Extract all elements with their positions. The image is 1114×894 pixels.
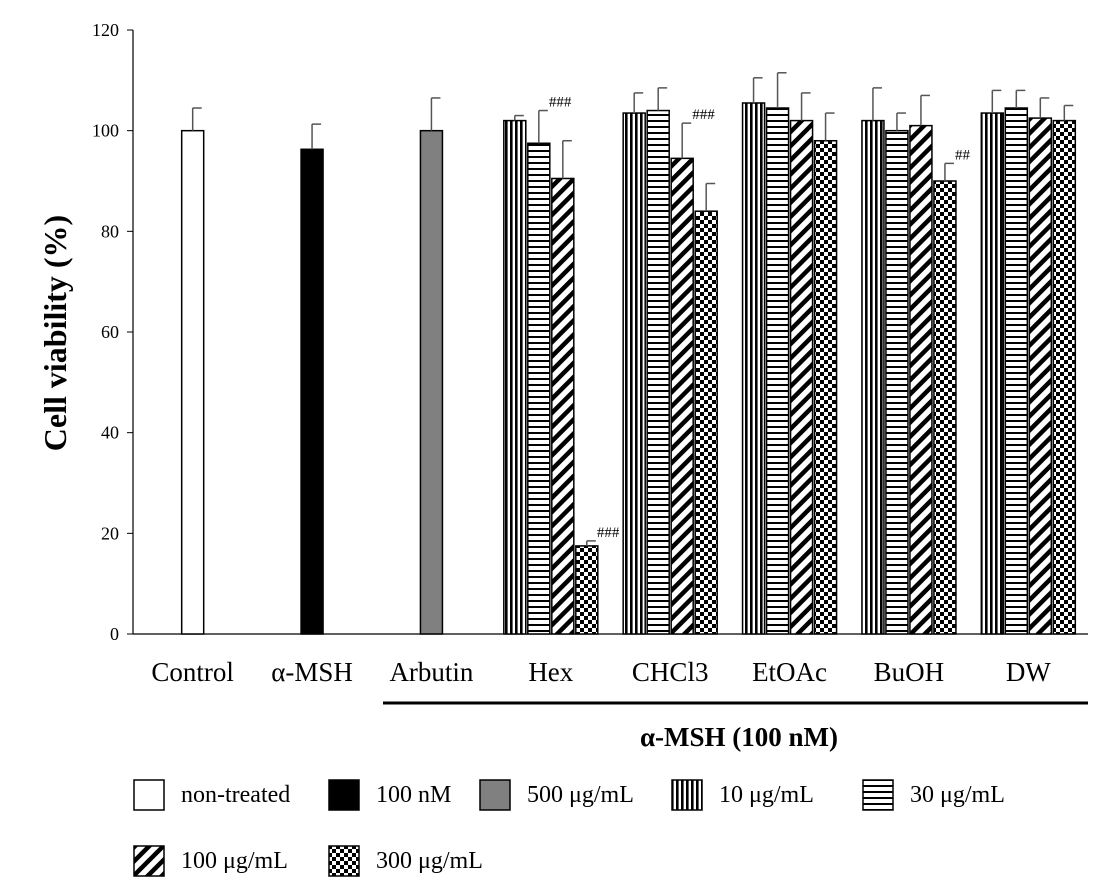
bar-BuOH-10 μg/mL [861, 119, 885, 635]
y-tick-label: 120 [92, 20, 119, 40]
y-tick-label: 60 [101, 322, 119, 342]
x-tick-label: BuOH [874, 657, 945, 687]
y-tick-label: 0 [110, 624, 119, 644]
bar-EtOAc-300 μg/mL [813, 139, 838, 635]
y-tick-label: 100 [92, 121, 119, 141]
bar-CHCl3-100 μg/mL [670, 157, 694, 635]
bar-DW-30 μg/mL [1004, 107, 1029, 635]
bar-BuOH-30 μg/mL [885, 129, 909, 635]
group-axis-label: α-MSH (100 nM) [640, 722, 838, 752]
axes-group: 0 20 40 60 80 100 120 [92, 20, 1088, 644]
bar-Arbutin-500 μg/mL [419, 129, 444, 635]
x-tick-label: α-MSH [271, 657, 353, 687]
x-tick-label: Hex [528, 657, 573, 687]
bar-Hex-300 μg/mL [575, 545, 599, 635]
bar-DW-100 μg/mL [1028, 117, 1053, 635]
bar-DW-10 μg/mL [980, 112, 1005, 635]
x-tick-label: EtOAc [752, 657, 827, 687]
bars-group [180, 72, 1077, 635]
bar-DW-300 μg/mL [1052, 119, 1077, 635]
bar-Hex-10 μg/mL [503, 119, 527, 635]
bar-α-MSH-100 nM [300, 148, 324, 635]
y-axis-label: Cell viability (%) [37, 215, 73, 451]
significance-annotation: ### [692, 107, 715, 123]
bar-BuOH-300 μg/mL [933, 180, 957, 635]
bar-EtOAc-10 μg/mL [741, 102, 766, 635]
x-tick-label: Control [151, 657, 234, 687]
significance-annotation: ## [955, 147, 971, 163]
bar-CHCl3-300 μg/mL [694, 210, 718, 635]
bar-BuOH-100 μg/mL [909, 124, 933, 635]
x-tick-label: Arbutin [389, 657, 473, 687]
bar-Hex-100 μg/mL [551, 177, 575, 635]
bar-CHCl3-30 μg/mL [646, 109, 670, 635]
significance-annotation: ### [549, 95, 572, 111]
labels-group: Control α-MSH Arbutin ### ### Hex ### CHCl3 EtOA… [151, 95, 1051, 687]
bar-Hex-30 μg/mL [527, 142, 551, 635]
y-tick-label: 20 [101, 523, 119, 543]
bar-EtOAc-100 μg/mL [789, 119, 814, 635]
x-tick-label: DW [1006, 657, 1051, 687]
bar-Control-non-treated [180, 129, 205, 635]
x-tick-label: CHCl3 [632, 657, 709, 687]
bar-EtOAc-30 μg/mL [765, 107, 790, 635]
y-tick-label: 80 [101, 221, 119, 241]
y-tick-label: 40 [101, 423, 119, 443]
significance-annotation: ### [597, 525, 620, 541]
bar-CHCl3-10 μg/mL [622, 112, 646, 635]
